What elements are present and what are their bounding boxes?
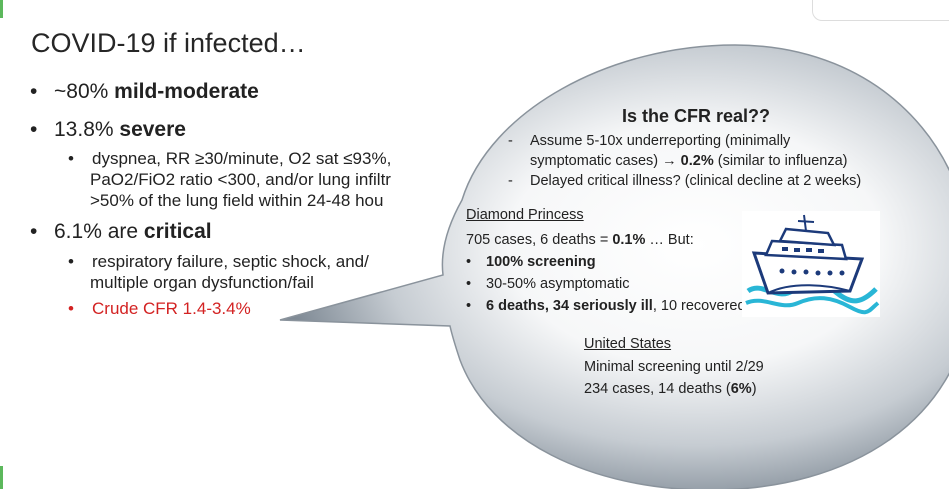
item1-post: (similar to influenza) — [713, 153, 848, 169]
bullet-prefix: 13.8% — [54, 118, 120, 141]
us-post: ) — [751, 381, 757, 397]
item1-line2: symptomatic cases) → 0.2% (similar to in… — [508, 151, 861, 171]
diamond-princess-list: 705 cases, 6 deaths = 0.1% … But: • 100% … — [466, 229, 746, 317]
summary-pre: 705 cases, 6 deaths = — [466, 232, 613, 248]
bullet-icon: • — [68, 299, 74, 318]
bullet-bold: critical — [143, 220, 212, 243]
us-line-2: 234 cases, 14 deaths (6%) — [584, 378, 764, 400]
arrow-icon: → — [662, 153, 677, 169]
summary-post: … But: — [645, 232, 694, 248]
critical-line-1: respiratory failure, septic shock, and/ — [92, 252, 369, 271]
diamond-princess-heading: Diamond Princess — [466, 207, 584, 223]
us-line-1: Minimal screening until 2/29 — [584, 359, 764, 375]
bubble-item-1: - Assume 5-10x underreporting (minimally … — [508, 131, 861, 171]
bubble-shape — [279, 44, 949, 489]
bullet-severe: • 13.8% severe — [30, 118, 186, 142]
bubble-title: Is the CFR real?? — [622, 106, 771, 126]
bubble-item-2: - Delayed critical illness? (clinical dec… — [508, 171, 861, 191]
slide-title: COVID-19 if infected… — [31, 28, 306, 58]
bullet-icon: • — [30, 220, 38, 243]
summary-bold: 0.1% — [612, 232, 646, 248]
bullet-critical: • 6.1% are critical — [30, 220, 212, 244]
bullet-icon: • — [466, 276, 472, 292]
severe-line-1: dyspnea, RR ≥30/minute, O2 sat ≤93%, — [92, 149, 392, 168]
item1-bold: 0.2% — [676, 153, 714, 169]
critical-detail: • respiratory failure, septic shock, and/… — [68, 251, 369, 293]
bullet-icon: • — [466, 254, 472, 270]
b3-bold: 6 deaths, 34 seriously ill — [486, 298, 653, 314]
b3-post: , 10 recovered — [652, 298, 746, 314]
bullet-prefix: ~80% — [54, 80, 115, 103]
item1-pre: symptomatic cases) — [530, 153, 663, 169]
item1-line1: Assume 5-10x underreporting (minimally — [530, 133, 791, 149]
bullet-icon: • — [68, 252, 74, 271]
critical-line-2: multiple organ dysfunction/fail — [90, 273, 314, 292]
dash-icon: - — [508, 133, 513, 149]
united-states-list: Minimal screening until 2/29 234 cases, … — [584, 356, 764, 400]
bullet-mild: • ~80% mild-moderate — [30, 80, 259, 104]
accent-bar — [0, 0, 3, 18]
cruise-ship-icon — [742, 211, 880, 317]
dash-icon: - — [508, 173, 513, 189]
b1-text: 100% screening — [486, 254, 596, 270]
diamond-bullet-2: • 30-50% asymptomatic — [466, 273, 746, 295]
b2-text: 30-50% asymptomatic — [486, 276, 630, 292]
top-right-panel — [812, 0, 949, 21]
bubble-list: - Assume 5-10x underreporting (minimally … — [508, 131, 861, 191]
bullet-bold: severe — [119, 118, 186, 141]
severe-detail: • dyspnea, RR ≥30/minute, O2 sat ≤93%, Pa… — [68, 148, 391, 211]
diamond-summary: 705 cases, 6 deaths = 0.1% … But: — [466, 229, 746, 251]
bullet-icon: • — [30, 118, 38, 141]
severe-line-2: PaO2/FiO2 ratio <300, and/or lung infilt… — [90, 170, 391, 189]
item2-text: Delayed critical illness? (clinical decl… — [530, 173, 862, 189]
diamond-bullet-3: • 6 deaths, 34 seriously ill, 10 recovere… — [466, 295, 746, 317]
bullet-icon: • — [30, 80, 38, 103]
bullet-bold: mild-moderate — [114, 80, 259, 103]
us-pre: 234 cases, 14 deaths ( — [584, 381, 731, 397]
cfr-note: • Crude CFR 1.4-3.4% — [68, 298, 251, 319]
united-states-heading: United States — [584, 336, 672, 352]
us-bold: 6% — [730, 381, 752, 397]
diamond-bullet-1: • 100% screening — [466, 251, 746, 273]
severe-line-3: >50% of the lung field within 24-48 hou — [90, 191, 384, 210]
bullet-prefix: 6.1% are — [54, 220, 144, 243]
accent-bar-bottom — [0, 466, 3, 489]
bullet-icon: • — [68, 149, 74, 168]
cfr-note-text: Crude CFR 1.4-3.4% — [92, 299, 251, 318]
bullet-icon: • — [466, 298, 472, 314]
